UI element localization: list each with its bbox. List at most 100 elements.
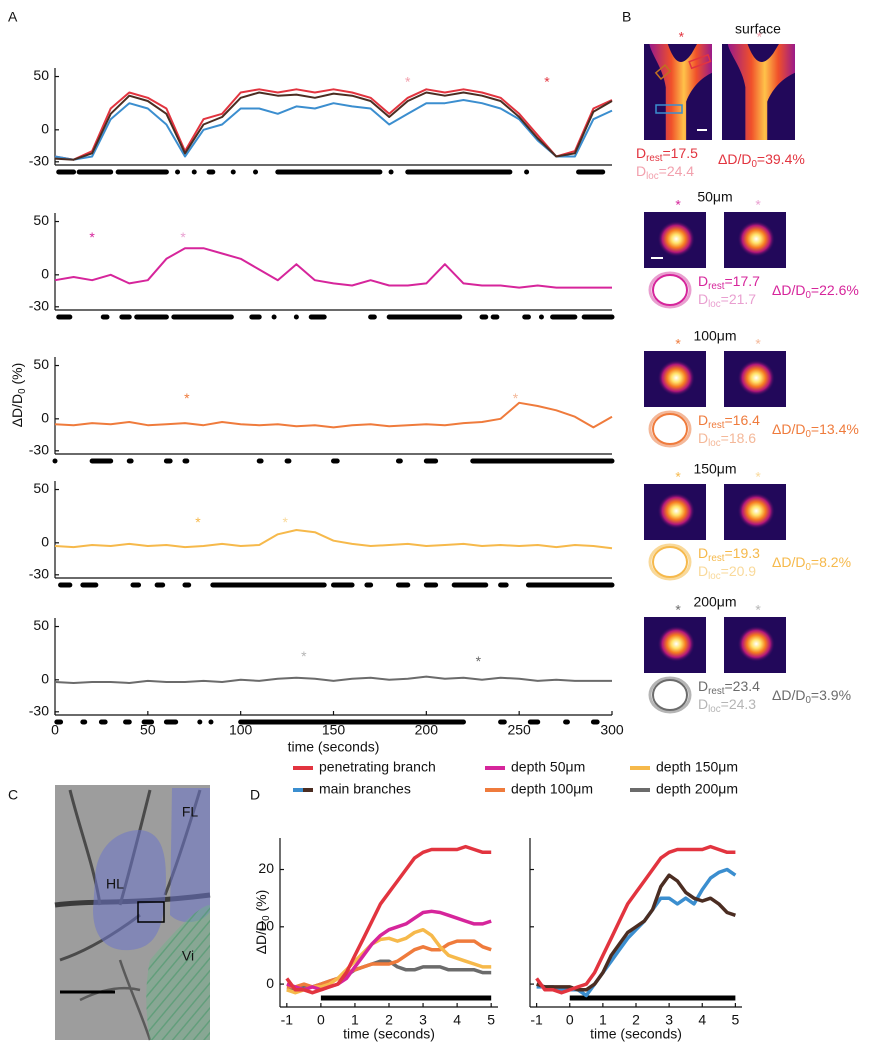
d-rest-part: = — [662, 145, 670, 161]
roi-box — [654, 64, 672, 80]
y-tick-label: -30 — [29, 703, 49, 719]
x-tick-label: -1 — [530, 1012, 543, 1028]
y-tick-label: 0 — [41, 121, 49, 137]
x-axis-label: time (seconds) — [288, 739, 380, 755]
outline-rest — [652, 679, 688, 711]
d-rest: Drest=17.7 — [698, 273, 760, 292]
x-tick-label: 200 — [415, 722, 439, 738]
marker: * — [675, 336, 681, 352]
y-axis-label-part: ΔD/D — [9, 394, 25, 427]
vessel-crosssection — [737, 220, 775, 257]
vessel-crosssection — [737, 359, 775, 396]
panel-label: A — [8, 9, 18, 25]
y-tick-label: 50 — [33, 67, 49, 83]
trace — [54, 91, 613, 161]
x-tick-label: 300 — [600, 722, 624, 738]
d-loc: Dloc=24.4 — [636, 163, 694, 182]
x-tick-label: 5 — [731, 1012, 739, 1028]
x-tick-label: 2 — [632, 1012, 640, 1028]
d-rest: Drest=23.4 — [698, 678, 760, 697]
d-loc-part: = — [659, 163, 667, 179]
marker: * — [675, 197, 681, 213]
d-rest-part: D — [698, 273, 708, 289]
trace — [536, 867, 737, 998]
y-tick-label: 0 — [266, 975, 274, 991]
d-loc-part: loc — [708, 571, 721, 582]
diameter-change-part: ΔD/D — [772, 421, 805, 437]
d-rest-part: D — [636, 145, 646, 161]
d-rest: Drest=19.3 — [698, 545, 760, 564]
legend-label: depth 100μm — [511, 781, 593, 797]
diameter-change-part: 13.4% — [819, 421, 859, 437]
trace — [54, 675, 612, 684]
d-loc-part: = — [721, 696, 729, 712]
y-tick-label: 20 — [258, 860, 274, 876]
marker: * — [755, 469, 761, 485]
y-axis-label-part: 0 — [17, 388, 28, 394]
diameter-change-part: ΔD/D — [772, 282, 805, 298]
time-marker: * — [544, 73, 550, 89]
trace — [535, 844, 736, 995]
legend-label: depth 150μm — [656, 759, 738, 775]
diameter-change-part: = — [811, 554, 819, 570]
d-rest-part: 23.4 — [733, 678, 760, 694]
d-rest-part: 16.4 — [733, 412, 760, 428]
d-loc-part: 24.3 — [729, 696, 756, 712]
d-loc-part: loc — [708, 299, 721, 310]
x-tick-label: 250 — [507, 722, 531, 738]
trace — [536, 873, 736, 992]
d-rest-part: rest — [646, 153, 663, 164]
trace — [54, 401, 613, 429]
outline-loc — [648, 676, 692, 714]
x-tick-label: 100 — [229, 722, 253, 738]
diameter-change-part: = — [811, 687, 819, 703]
depth-label: surface — [735, 21, 781, 37]
depth-label: 50μm — [697, 189, 732, 205]
d-rest-part: rest — [708, 686, 725, 697]
y-axis-label-part: (%) — [9, 363, 25, 389]
y-tick-label: 50 — [33, 617, 49, 633]
legend-label: main branches — [319, 781, 411, 797]
d-loc: Dloc=20.9 — [698, 563, 756, 582]
d-loc-part: loc — [708, 704, 721, 715]
diameter-change-part: 39.4% — [765, 151, 805, 167]
diameter-change-part: 3.9% — [819, 687, 851, 703]
d-loc-part: = — [721, 291, 729, 307]
d-loc-part: 18.6 — [729, 430, 756, 446]
trace — [286, 927, 492, 995]
y-tick-label: 0 — [41, 410, 49, 426]
legend-label: depth 50μm — [511, 759, 585, 775]
d-loc-part: 21.7 — [729, 291, 756, 307]
x-axis-label: time (seconds) — [590, 1026, 682, 1042]
roi-box — [655, 104, 683, 114]
panel-label: C — [8, 787, 18, 803]
marker: * — [755, 197, 761, 213]
vessel-crosssection — [657, 625, 695, 662]
diameter-change-part: 0 — [805, 290, 811, 301]
d-rest-part: 17.5 — [671, 145, 698, 161]
y-tick-label: 50 — [33, 212, 49, 228]
d-loc: Dloc=18.6 — [698, 430, 756, 449]
marker: * — [679, 29, 685, 45]
vessel-crosssection — [737, 492, 775, 529]
d-rest: Drest=17.5 — [636, 145, 698, 164]
brain-image — [54, 785, 211, 1041]
y-axis-label-part: (%) — [253, 890, 269, 916]
diameter-change-part: ΔD/D — [772, 687, 805, 703]
trace — [54, 88, 613, 161]
d-rest-part: = — [724, 678, 732, 694]
marker: * — [675, 602, 681, 618]
trace — [54, 247, 612, 289]
y-axis-label-part: 0 — [261, 915, 272, 921]
d-rest: Drest=16.4 — [698, 412, 760, 431]
time-marker: * — [405, 73, 411, 89]
diameter-change-part: 0 — [805, 429, 811, 440]
d-rest-part: D — [698, 545, 708, 561]
vessel-crosssection — [657, 220, 695, 257]
d-loc-part: D — [636, 163, 646, 179]
x-tick-label: 3 — [665, 1012, 673, 1028]
y-tick-label: -30 — [29, 566, 49, 582]
time-marker: * — [476, 653, 482, 669]
d-rest-part: 19.3 — [733, 545, 760, 561]
d-loc-part: loc — [646, 171, 659, 182]
